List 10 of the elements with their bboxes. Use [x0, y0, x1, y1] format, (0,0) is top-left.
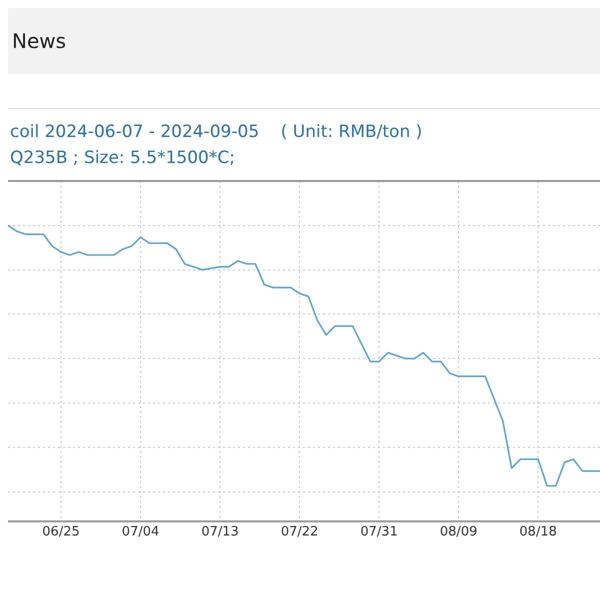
x-tick-label: 07/31 — [360, 524, 398, 540]
chart-subtitle: Q235B ; Size: 5.5*1500*C; — [10, 147, 236, 170]
text: News — [12, 29, 66, 53]
chart-title: coil 2024-06-07 - 2024-09-05 ( Unit: RMB/ton ) — [10, 121, 424, 144]
x-tick-label: 06/25 — [42, 524, 80, 540]
x-tick-label: 08/18 — [519, 524, 557, 540]
x-tick-label: 07/22 — [280, 524, 318, 540]
x-tick-label: 08/09 — [440, 524, 478, 540]
x-tick-label: 07/04 — [122, 524, 160, 540]
x-tick-label: 07/13 — [201, 524, 239, 540]
